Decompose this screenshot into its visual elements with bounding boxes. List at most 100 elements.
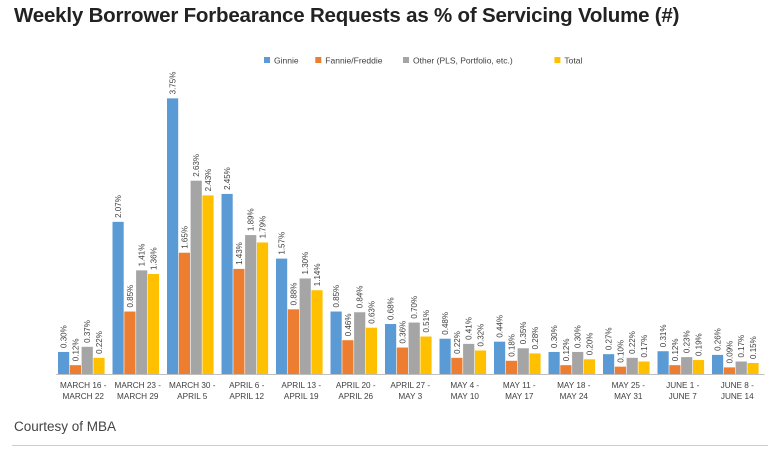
bar <box>603 354 615 374</box>
bar <box>311 290 323 374</box>
bar <box>517 348 529 374</box>
data-label: 0.84% <box>356 286 365 309</box>
bar <box>178 252 190 374</box>
bar <box>723 367 735 374</box>
category-label: JUNE 1 -JUNE 7 <box>666 381 699 401</box>
bar <box>614 366 626 374</box>
data-label: 0.20% <box>586 333 595 356</box>
data-label: 0.46% <box>344 314 353 337</box>
data-label: 3.75% <box>169 72 178 95</box>
bar <box>626 357 638 374</box>
category-label: MAY 25 -MAY 31 <box>612 381 646 401</box>
bar <box>69 365 81 374</box>
data-label: 1.43% <box>235 242 244 265</box>
data-label: 0.31% <box>659 325 668 348</box>
data-label: 0.26% <box>714 328 723 351</box>
data-label: 0.23% <box>683 330 692 353</box>
data-label: 0.18% <box>507 334 516 357</box>
bar <box>81 346 93 374</box>
data-label: 1.41% <box>138 244 147 267</box>
data-label: 0.48% <box>441 312 450 335</box>
data-label: 0.32% <box>477 324 486 347</box>
bar <box>463 343 475 374</box>
bar <box>735 361 747 374</box>
bar <box>245 235 257 374</box>
category-label: APRIL 13 -APRIL 19 <box>281 381 321 401</box>
bar <box>560 365 572 374</box>
bar <box>256 242 269 374</box>
bar <box>385 324 397 374</box>
data-label: 0.70% <box>410 296 419 319</box>
bar <box>221 193 233 374</box>
legend-label: Fannie/Freddie <box>325 56 382 66</box>
data-label: 2.07% <box>114 195 123 218</box>
bar <box>529 353 541 374</box>
bar <box>439 338 451 374</box>
bar <box>583 359 596 374</box>
data-label: 0.12% <box>562 338 571 361</box>
bar <box>299 278 311 374</box>
data-label: 1.79% <box>259 216 268 239</box>
bar <box>451 357 463 374</box>
data-label: 0.30% <box>60 325 69 348</box>
bar <box>342 340 354 374</box>
data-label: 0.28% <box>531 327 540 350</box>
data-label: 0.68% <box>387 297 396 320</box>
bar <box>420 336 432 374</box>
data-label: 0.41% <box>465 317 474 340</box>
data-label: 1.89% <box>247 208 256 231</box>
category-label: MAY 18 -MAY 24 <box>557 381 591 401</box>
legend-swatch <box>403 57 409 63</box>
legend-label: Ginnie <box>274 56 299 66</box>
bar <box>681 357 693 374</box>
bar <box>147 274 160 374</box>
data-label: 0.19% <box>695 333 704 356</box>
data-label: 1.57% <box>278 232 287 255</box>
legend-label: Other (PLS, Portfolio, etc.) <box>413 56 513 66</box>
category-label: APRIL 20 -APRIL 26 <box>336 381 376 401</box>
category-label: JUNE 8 -JUNE 14 <box>721 381 754 401</box>
bar <box>365 327 378 374</box>
category-label: APRIL 6 -APRIL 12 <box>229 381 264 401</box>
divider <box>12 445 768 446</box>
legend-label: Total <box>564 56 582 66</box>
legend: Ginnie Fannie/Freddie Other (PLS, Portfoli… <box>264 56 582 66</box>
data-label: 0.51% <box>422 310 431 333</box>
category-label: MAY 11 -MAY 17 <box>503 381 536 401</box>
legend-swatch <box>264 57 270 63</box>
data-label: 0.17% <box>737 335 746 358</box>
data-label: 0.12% <box>671 338 680 361</box>
data-label: 0.88% <box>289 283 298 306</box>
bar <box>548 351 560 374</box>
legend-swatch <box>315 57 322 63</box>
bar <box>712 354 724 374</box>
bar <box>669 365 681 374</box>
data-label: 1.30% <box>301 252 310 275</box>
data-label: 0.22% <box>628 331 637 354</box>
bar <box>330 311 342 374</box>
bar <box>136 270 148 374</box>
bar <box>276 258 288 374</box>
bar <box>692 360 705 374</box>
category-label: MARCH 30 -APRIL 5 <box>169 381 216 401</box>
data-label: 0.30% <box>550 325 559 348</box>
data-label: 1.36% <box>150 247 159 270</box>
bar <box>93 357 105 374</box>
bar <box>112 221 124 374</box>
data-label: 0.22% <box>95 331 104 354</box>
data-label: 2.45% <box>223 167 232 190</box>
data-label: 0.27% <box>605 327 614 350</box>
bar <box>190 180 202 374</box>
bar <box>657 351 669 374</box>
category-label: MARCH 23 -MARCH 29 <box>115 381 162 401</box>
credit-text: Courtesy of MBA <box>14 419 117 434</box>
data-label: 0.35% <box>519 322 528 345</box>
category-label: MARCH 16 -MARCH 22 <box>60 381 107 401</box>
data-label: 0.36% <box>398 321 407 344</box>
data-label: 0.30% <box>574 325 583 348</box>
data-label: 1.65% <box>180 226 189 249</box>
category-label: MAY 4 -MAY 10 <box>450 381 479 401</box>
data-label: 0.22% <box>453 331 462 354</box>
bar <box>58 351 70 374</box>
bar <box>396 347 408 374</box>
